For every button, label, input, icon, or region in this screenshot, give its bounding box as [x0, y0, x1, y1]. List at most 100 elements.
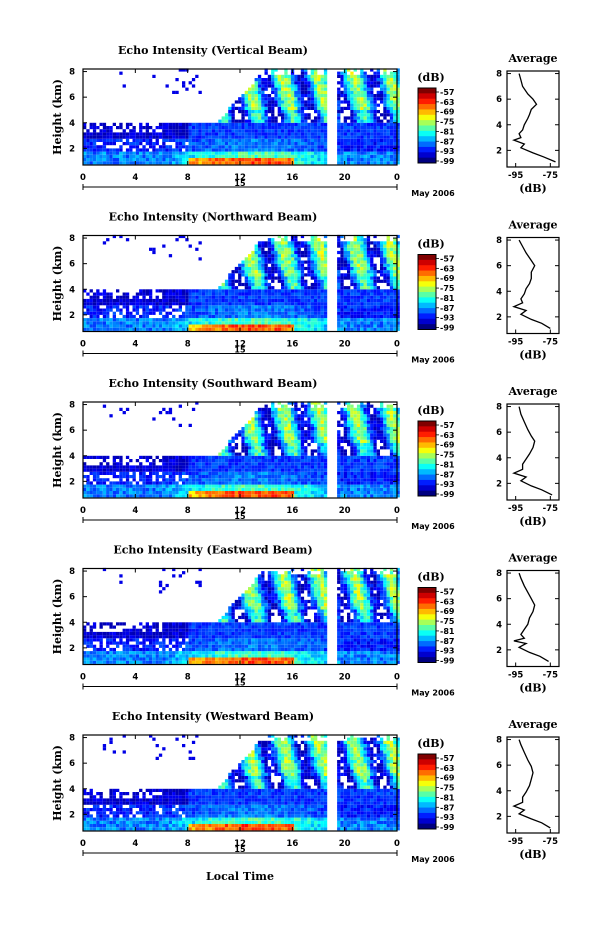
- average-y-tick: 6: [496, 262, 502, 272]
- colorbar-unit: (dB): [417, 571, 444, 584]
- y-tick-label: 4: [69, 785, 75, 795]
- colorbar-tick: -99: [440, 823, 455, 832]
- colorbar-tick: -99: [440, 324, 455, 333]
- average-x-tick: -95: [508, 338, 523, 348]
- panel-title: Echo Intensity (Southward Beam): [109, 377, 318, 390]
- heatmap: [82, 567, 400, 666]
- average-profile: Average 2 4 6 8 -95 -75(dB): [496, 52, 560, 195]
- panel-title: Echo Intensity (Vertical Beam): [118, 44, 308, 57]
- x-tick-label: 16: [286, 506, 298, 516]
- average-line: [513, 572, 549, 662]
- x-tick-label: 0: [394, 173, 400, 183]
- colorbar-tick: -93: [440, 147, 454, 156]
- heatmap: [82, 234, 400, 333]
- y-tick-label: 8: [69, 234, 75, 244]
- x-axis: 0 4 8 12 16 20 0 15 May 2006: [80, 735, 455, 864]
- y-tick-label: 6: [69, 260, 75, 270]
- average-line: [512, 406, 553, 496]
- day-label: 15: [234, 179, 246, 188]
- colorbar-tick: -75: [440, 784, 455, 793]
- average-line: [512, 73, 556, 163]
- average-y-tick: 4: [496, 287, 502, 297]
- colorbar-tick: -81: [440, 793, 455, 802]
- x-tick-label: 20: [339, 506, 351, 516]
- colorbar-tick: -93: [440, 813, 454, 822]
- date-label: May 2006: [411, 189, 455, 198]
- x-tick-label: 0: [394, 673, 400, 683]
- average-x-label: (dB): [519, 515, 546, 528]
- panel-title: Echo Intensity (Eastward Beam): [113, 544, 312, 557]
- average-title: Average: [507, 552, 557, 565]
- average-y-tick: 2: [496, 812, 502, 822]
- date-label: May 2006: [411, 522, 455, 531]
- x-axis: 0 4 8 12 16 20 0 15 May 2006: [80, 235, 455, 365]
- x-axis: 0 4 8 12 16 20 0 15 May 2006: [80, 568, 455, 698]
- x-tick-label: 0: [394, 506, 400, 516]
- x-tick-label: 0: [80, 340, 86, 350]
- heatmap: [82, 68, 400, 166]
- colorbar-frame: [417, 87, 437, 164]
- y-tick-label: 6: [69, 759, 75, 769]
- y-axis-label: Height (km): [51, 579, 64, 655]
- colorbar-frame: [417, 587, 437, 663]
- y-tick-label: 8: [69, 567, 75, 577]
- colorbar-tick: -99: [440, 490, 455, 499]
- x-tick-label: 8: [185, 173, 191, 183]
- x-tick-label: 16: [286, 673, 298, 683]
- average-y-tick: 6: [496, 95, 502, 105]
- y-tick-label: 4: [69, 618, 75, 628]
- average-frame: [506, 569, 560, 668]
- average-title: Average: [507, 718, 557, 731]
- average-frame: [506, 70, 560, 168]
- colorbar-tick: -63: [440, 764, 454, 773]
- y-tick-label: 8: [69, 401, 75, 411]
- colorbar-tick: -69: [440, 274, 455, 283]
- average-y-tick: 8: [496, 569, 502, 579]
- y-tick-label: 2: [69, 311, 75, 321]
- panel-4: Echo Intensity (Eastward Beam) 2 4 6 8 Height…: [51, 544, 560, 698]
- colorbar-tick: -87: [440, 803, 454, 812]
- average-x-tick: -75: [543, 338, 558, 348]
- x-tick-label: 12: [234, 506, 246, 516]
- x-tick-label: 12: [234, 673, 246, 683]
- y-axis: 2 4 6 8 Height (km): [51, 234, 397, 321]
- x-axis: 0 4 8 12 16 20 0 15 May 2006: [80, 69, 455, 198]
- day-label: 15: [234, 512, 246, 521]
- y-tick-label: 4: [69, 119, 75, 129]
- panel-title: Echo Intensity (Westward Beam): [112, 710, 314, 723]
- x-tick-label: 8: [185, 506, 191, 516]
- colorbar-tick: -93: [440, 480, 454, 489]
- average-x-label: (dB): [519, 682, 546, 695]
- x-tick-label: 4: [132, 673, 138, 683]
- colorbar-tick: -99: [440, 157, 455, 166]
- day-label: 15: [234, 679, 246, 688]
- colorbar-tick: -75: [440, 451, 455, 460]
- colorbar-tick: -57: [440, 421, 454, 430]
- y-axis: 2 4 6 8 Height (km): [51, 567, 397, 654]
- colorbar-tick: -63: [440, 98, 454, 107]
- colorbar-tick: -81: [440, 627, 455, 636]
- average-y-tick: 4: [496, 620, 502, 630]
- date-label: May 2006: [411, 356, 455, 365]
- panel-3: Echo Intensity (Southward Beam) 2 4 6 8 Heigh…: [51, 377, 560, 531]
- x-tick-label: 12: [234, 340, 246, 350]
- average-x-label: (dB): [519, 182, 546, 195]
- x-tick-label: 20: [339, 673, 351, 683]
- colorbar-tick: -69: [440, 607, 455, 616]
- colorbar: (dB) -57-63-69-75-81-87-93-99: [417, 238, 455, 333]
- y-tick-label: 8: [69, 734, 75, 744]
- average-x-tick: -95: [508, 837, 523, 847]
- date-label: May 2006: [411, 689, 455, 698]
- average-y-tick: 4: [496, 454, 502, 464]
- x-tick-label: 4: [132, 173, 138, 183]
- colorbar-tick: -69: [440, 108, 455, 117]
- average-y-tick: 2: [496, 646, 502, 656]
- average-x-tick: -75: [543, 504, 558, 514]
- average-title: Average: [507, 385, 557, 398]
- x-tick-label: 0: [80, 839, 86, 849]
- heatmap: [82, 401, 400, 499]
- colorbar: (dB) -57-63-69-75-81-87-93-99: [417, 404, 455, 499]
- y-axis: 2 4 6 8 Height (km): [51, 68, 397, 155]
- y-tick-label: 4: [69, 452, 75, 462]
